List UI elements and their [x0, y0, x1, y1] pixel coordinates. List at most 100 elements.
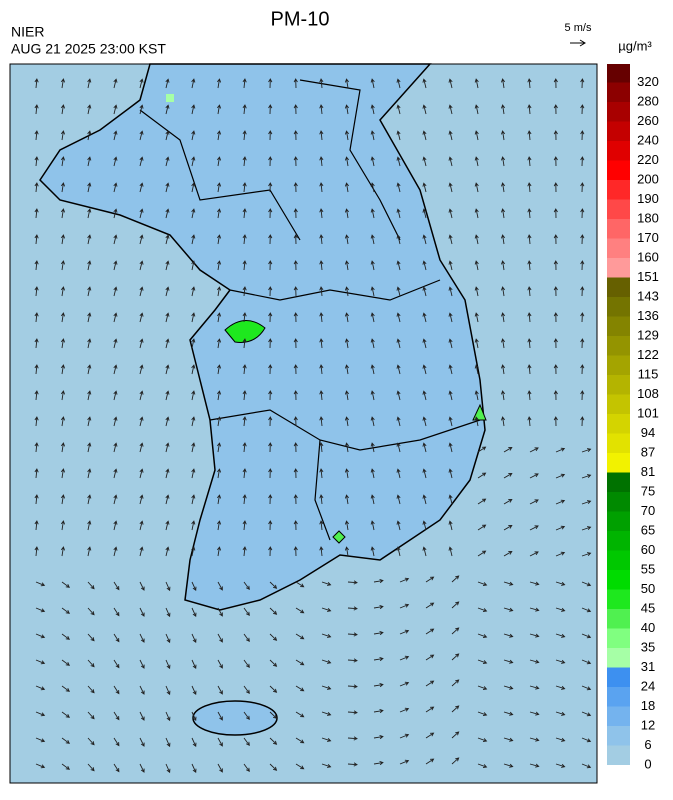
wind-arrow — [527, 234, 532, 245]
wind-arrow — [319, 312, 324, 323]
wind-arrow — [580, 104, 585, 115]
wind-arrow — [269, 737, 278, 745]
wind-arrow — [243, 711, 250, 721]
wind-arrow — [503, 581, 514, 586]
wind-arrow — [370, 520, 375, 531]
wind-arrow — [60, 260, 66, 271]
wind-arrow — [35, 685, 46, 691]
wind-arrow — [527, 104, 532, 115]
wind-arrow — [243, 685, 250, 695]
wind-arrow — [527, 390, 532, 401]
wind-arrow — [268, 182, 273, 193]
wind-arrow — [425, 706, 435, 713]
wind-arrow — [34, 468, 39, 479]
wind-arrow — [422, 364, 427, 375]
wind-arrow — [422, 78, 427, 89]
colorbar-segment — [607, 706, 630, 726]
wind-arrow — [344, 78, 350, 89]
wind-arrow — [425, 602, 435, 609]
wind-arrow — [35, 763, 46, 769]
wind-arrow — [370, 182, 375, 193]
colorbar-label: 81 — [641, 464, 655, 479]
border — [229, 279, 441, 301]
wind-arrow — [581, 711, 592, 717]
wind-arrow — [319, 78, 324, 89]
wind-arrow — [425, 628, 435, 635]
wind-arrow — [553, 338, 558, 349]
colorbar-segment — [607, 121, 630, 141]
wind-arrow — [87, 711, 95, 720]
wind-arrow — [113, 763, 120, 773]
wind-arrow — [293, 468, 298, 479]
wind-arrow — [191, 234, 196, 245]
colorbar-label: 50 — [641, 581, 655, 596]
wind-arrow — [165, 182, 170, 193]
wind-arrow — [139, 130, 144, 141]
wind-arrow — [319, 104, 324, 115]
wind-arrow — [422, 208, 427, 219]
colorbar-label: 280 — [637, 93, 659, 108]
wind-arrow — [165, 364, 170, 375]
wind-arrow — [242, 182, 247, 193]
border — [139, 109, 301, 241]
wind-arrow — [191, 416, 196, 427]
wind-arrow — [448, 364, 453, 375]
wind-arrow — [293, 286, 298, 297]
wind-arrow — [370, 286, 375, 297]
colorbar-segment — [607, 492, 630, 512]
wind-arrow — [451, 575, 460, 583]
wind-arrow — [268, 364, 273, 375]
colorbar-label: 0 — [644, 756, 651, 771]
wind-arrow — [477, 607, 488, 613]
wind-arrow — [139, 364, 144, 375]
wind-arrow — [217, 659, 223, 669]
wind-arrow — [474, 156, 479, 167]
wind-arrow — [448, 494, 453, 505]
wind-arrow — [527, 312, 532, 323]
wind-arrow — [321, 737, 332, 742]
wind-arrow — [553, 312, 558, 323]
wind-arrow — [399, 681, 410, 687]
wind-arrow — [216, 468, 222, 479]
wind-arrow — [165, 234, 170, 245]
wind-arrow — [555, 447, 566, 453]
wind-arrow — [113, 156, 118, 167]
wind-arrow — [60, 546, 66, 557]
wind-arrow — [293, 104, 298, 115]
colorbar-segment — [607, 667, 630, 687]
wind-arrow — [87, 338, 92, 349]
wind-arrow — [293, 234, 298, 245]
wind-arrow — [191, 130, 196, 141]
wind-arrow — [113, 338, 118, 349]
wind-arrow — [191, 364, 196, 375]
wind-arrow — [553, 208, 558, 219]
wind-arrow — [165, 711, 171, 722]
wind-arrow — [529, 659, 540, 664]
wind-arrow — [581, 763, 592, 769]
wind-arrow — [396, 390, 401, 401]
wind-arrow — [396, 104, 401, 115]
wind-arrow — [529, 473, 539, 479]
wind-arrow — [344, 208, 350, 219]
wind-arrow — [139, 711, 145, 721]
wind-arrow — [344, 286, 350, 297]
wind-arrow — [448, 416, 453, 427]
wind-arrow — [242, 416, 247, 427]
wind-arrow — [113, 581, 120, 591]
wind-arrow — [399, 733, 410, 739]
wind-arrow — [319, 546, 324, 557]
wind-arrow — [344, 442, 350, 453]
wind-arrow — [191, 520, 196, 531]
colorbar-segment — [607, 570, 630, 590]
wind-arrow — [243, 659, 250, 669]
wind-arrow — [553, 364, 558, 375]
wind-arrow — [448, 104, 453, 115]
wind-arrow — [555, 551, 566, 557]
wind-arrow — [344, 234, 350, 245]
colorbar-label: 87 — [641, 444, 655, 459]
wind-arrow — [477, 446, 487, 453]
wind-arrow — [295, 633, 305, 640]
wind-arrow — [553, 104, 558, 115]
wind-arrow — [165, 494, 170, 505]
wind-arrow — [500, 390, 506, 401]
